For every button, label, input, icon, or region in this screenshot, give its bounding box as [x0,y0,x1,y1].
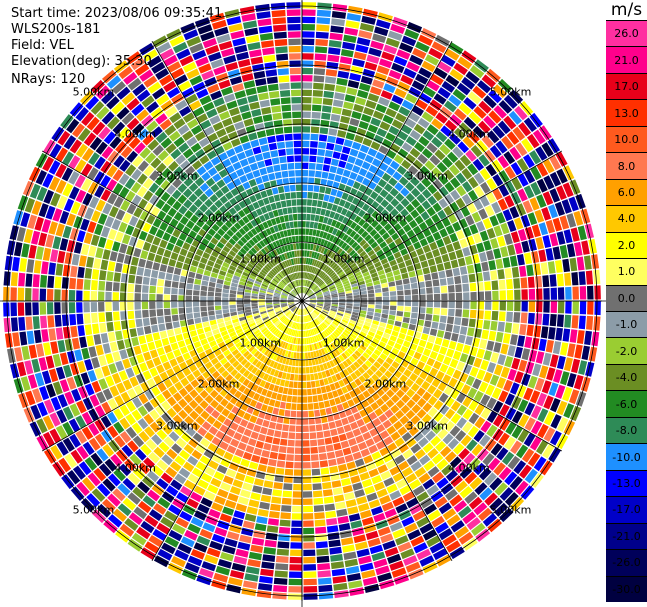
range-ring-label: 1.00km [322,252,365,266]
colorbar-tick-label: 8.0 [617,159,636,173]
colorbar-tick-label: 17.0 [614,80,639,94]
colorbar-swatch [606,416,647,444]
colorbar-swatch [606,125,647,153]
range-ring-label: 3.00km [406,169,448,183]
colorbar-swatch [606,522,647,550]
field-text: Field: VEL [11,38,74,53]
colorbar-tick-label: -10.0 [612,450,641,464]
colorbar-swatch [606,443,647,470]
range-ring-label: 2.00km [197,211,240,225]
colorbar-unit: m/s [610,0,643,20]
colorbar-tick-label: 4.0 [617,212,636,226]
colorbar-tick-label: 6.0 [617,185,636,199]
colorbar-tick-label: 2.0 [617,238,636,252]
colorbar-swatch [606,496,647,523]
range-ring-label: 1.00km [322,336,365,350]
nrays-text: NRays: 120 [11,72,86,87]
range-ring-label: 5.00km [489,503,532,517]
colorbar-tick-label: -17.0 [612,503,641,517]
range-ring-label: 3.00km [156,169,198,183]
colorbar-tick-label: -13.0 [612,476,641,490]
colorbar-swatch [606,337,647,364]
range-ring-label: 4.00km [114,461,156,475]
colorbar-tick-label: 0.0 [617,291,636,305]
colorbar-tick-label: -6.0 [615,397,638,411]
colorbar-tick-label: -2.0 [615,344,638,358]
range-ring-label: 5.00km [489,85,532,99]
colorbar-swatch [606,575,647,602]
colorbar-tick-label: 13.0 [614,106,639,120]
instrument-text: WLS200s-181 [11,22,101,37]
colorbar-tick-label: 1.0 [617,265,636,279]
colorbar-swatch [606,390,647,417]
range-ring-label: 4.00km [114,127,156,141]
range-ring-label: 2.00km [364,377,407,391]
colorbar-tick-label: -8.0 [615,424,638,438]
range-ring-label: 5.00km [72,85,115,99]
ppi-velocity-plot [0,0,606,607]
colorbar-swatch [606,20,647,47]
velocity-colorbar: 26.0 21.0 17.0 13.0 10.0 8.0 6.0 4.0 2.0 1.0 0.0 -1… [606,20,647,602]
colorbar-swatch [606,469,647,497]
colorbar-swatch [606,178,647,206]
range-ring-label: 3.00km [156,419,198,433]
colorbar-tick-label: -30.0 [612,582,641,596]
range-ring-label: 5.00km [72,503,115,517]
elevation-text: Elevation(deg): 35.30 [11,54,152,69]
range-ring-label: 1.00km [239,336,282,350]
colorbar-tick-label: 10.0 [614,133,639,147]
range-ring-label: 2.00km [364,211,407,225]
colorbar-swatch [606,72,647,100]
colorbar-tick-label: -21.0 [612,529,641,543]
colorbar-tick-label: 21.0 [614,53,639,67]
colorbar-swatch [606,284,647,311]
range-rings [0,0,606,607]
colorbar-tick-label: -4.0 [615,371,638,385]
range-ring-label: 2.00km [197,377,240,391]
colorbar-swatch [606,99,647,126]
range-ring-label: 3.00km [406,419,448,433]
colorbar-tick-label: -26.0 [612,556,641,570]
radial-gates [3,2,601,600]
colorbar-tick-label: 26.0 [614,27,639,41]
colorbar-swatch [606,231,647,259]
colorbar-swatch [606,258,647,285]
colorbar-swatch [606,46,647,73]
start-time-text: Start time: 2023/08/06 09:35:41 [11,6,223,21]
colorbar-swatch [606,549,647,576]
range-ring-label: 4.00km [448,461,490,475]
colorbar-swatch [606,152,647,179]
range-ring-label: 4.00km [448,127,490,141]
range-ring-label: 1.00km [239,252,282,266]
colorbar-tick-label: -1.0 [615,318,638,332]
colorbar-swatch [606,205,647,232]
colorbar-swatch [606,363,647,391]
colorbar-swatch [606,311,647,338]
